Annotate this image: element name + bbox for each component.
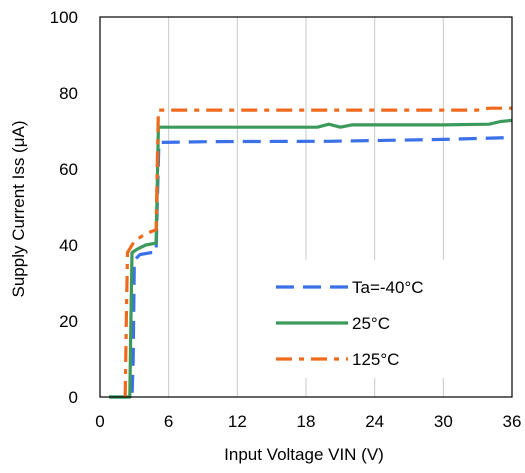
series-layer xyxy=(109,106,513,399)
x-tick-label: 24 xyxy=(365,412,384,431)
y-tick-label: 60 xyxy=(59,160,78,179)
x-tick-labels: 0 6 12 18 24 30 36 xyxy=(95,412,521,431)
x-tick-label: 18 xyxy=(297,412,316,431)
x-tick-label: 6 xyxy=(164,412,173,431)
legend-label: 25°C xyxy=(352,314,390,333)
series-line xyxy=(123,106,512,398)
legend-label: 125°C xyxy=(352,350,399,369)
x-tick-label: 12 xyxy=(228,412,247,431)
y-axis-title: Supply Current Iss (μA) xyxy=(9,120,28,297)
y-tick-labels: 0 20 40 60 80 100 xyxy=(50,8,78,407)
x-axis-title: Input Voltage VIN (V) xyxy=(224,445,384,464)
x-tick-label: 0 xyxy=(95,412,104,431)
y-tick-label: 0 xyxy=(69,388,78,407)
y-tick-label: 40 xyxy=(59,236,78,255)
x-tick-label: 36 xyxy=(503,412,522,431)
series-line xyxy=(109,118,513,399)
series-line xyxy=(109,135,513,399)
legend-background xyxy=(268,260,448,378)
plot-frame xyxy=(99,16,513,398)
x-tick-label: 30 xyxy=(434,412,453,431)
y-tick-label: 100 xyxy=(50,8,78,27)
y-tick-label: 80 xyxy=(59,84,78,103)
legend-label: Ta=-40°C xyxy=(352,278,424,297)
y-tick-label: 20 xyxy=(59,312,78,331)
legend: Ta=-40°C 25°C 125°C xyxy=(268,260,448,378)
